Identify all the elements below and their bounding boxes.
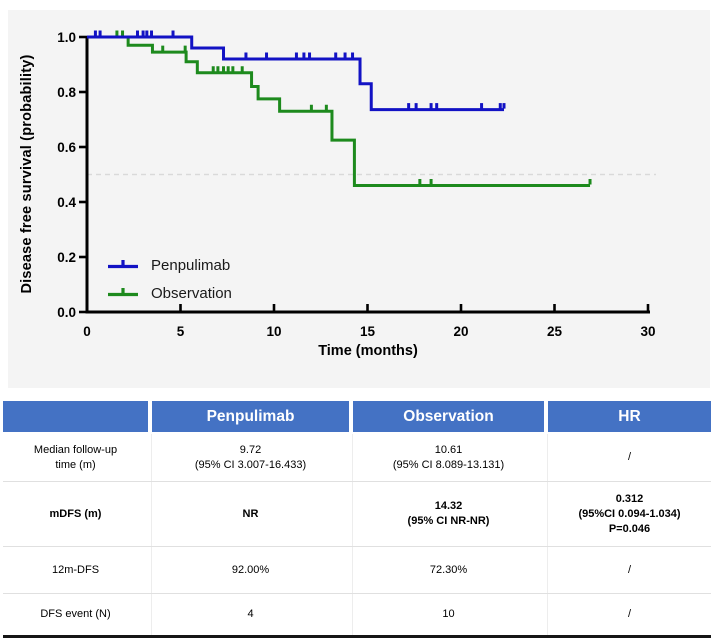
x-tick-label: 15 [360,324,376,339]
table-body: Median follow-up time (m) 9.72 (95% CI 3… [3,434,711,635]
y-tick-label: 0.2 [57,250,76,265]
y-tick-label: 0.6 [57,140,76,155]
table-row-12m-dfs: 12m-DFS 92.00% 72.30% / [3,546,711,593]
legend-item-penpulimab: Penpulimab [106,251,232,279]
cell-hr: / [547,594,711,635]
km-plot: 0 5 10 15 20 25 30 1.0 0.8 0.6 0.4 0.2 0.0 [57,30,656,339]
cell-observation: 72.30% [352,547,544,593]
table-row-mdfs: mDFS (m) NR 14.32 (95% CI NR-NR) 0.312 (… [3,481,711,546]
legend-label-observation: Observation [151,284,232,302]
x-axis-title: Time (months) [318,343,418,359]
cell-penpulimab: 9.72 (95% CI 3.007-16.433) [151,434,349,481]
x-tick-label: 10 [266,324,281,339]
cell-hr: 0.312 (95%CI 0.094-1.034) P=0.046 [547,482,711,546]
y-tick-label: 0.4 [57,195,76,210]
cell-observation: 10 [352,594,544,635]
x-tick-label: 25 [547,324,563,339]
table-row-median-followup: Median follow-up time (m) 9.72 (95% CI 3… [3,434,711,481]
row-label: DFS event (N) [40,608,111,620]
x-tick-label: 20 [453,324,468,339]
header-cell-hr: HR [548,401,711,432]
table-header-row: Penpulimab Observation HR [3,401,711,432]
x-tick-label: 0 [83,324,91,339]
observation-curve [87,35,591,187]
legend: Penpulimab Observation [106,251,232,307]
stats-table: Penpulimab Observation HR Median follow-… [3,401,711,638]
chart-panel: 0 5 10 15 20 25 30 1.0 0.8 0.6 0.4 0.2 0.0 Disease f… [8,10,710,388]
penpulimab-line-symbol [108,260,138,269]
cell-observation: 10.61 (95% CI 8.089-13.131) [352,434,544,481]
row-label: mDFS (m) [49,507,102,520]
legend-label-penpulimab: Penpulimab [151,256,231,274]
y-tick-label: 0.0 [57,305,76,320]
legend-item-observation: Observation [106,279,232,307]
row-label: Median follow-up time (m) [33,443,118,471]
x-tick-label: 5 [177,324,185,339]
table-bottom-rule [3,635,711,638]
cell-hr: / [547,547,711,593]
cell-penpulimab: 4 [151,594,349,635]
header-cell-observation: Observation [353,401,544,432]
cell-penpulimab: NR [151,482,349,546]
row-label: 12m-DFS [51,563,100,576]
penpulimab-curve [87,35,505,112]
cell-observation: 14.32 (95% CI NR-NR) [352,482,544,546]
y-tick-label: 1.0 [57,30,76,45]
table-row-dfs-event: DFS event (N) 4 10 / [3,593,711,635]
header-cell-penpulimab: Penpulimab [152,401,349,432]
cell-penpulimab: 92.00% [151,547,349,593]
cell-hr: / [547,434,711,481]
observation-line-symbol [108,288,138,297]
header-cell-blank [3,401,148,432]
x-tick-label: 30 [640,324,655,339]
y-tick-label: 0.8 [57,85,76,100]
y-axis-title: Disease free survival (probability) [19,54,35,294]
